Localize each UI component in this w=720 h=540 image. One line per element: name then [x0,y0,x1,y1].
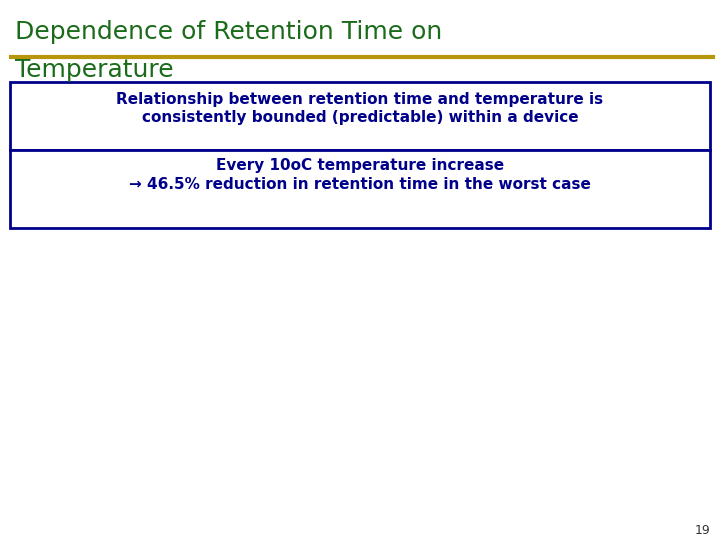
Text: Temperature: Temperature [15,58,174,82]
Text: Dependence of Retention Time on: Dependence of Retention Time on [15,20,442,44]
Text: consistently bounded (predictable) within a device: consistently bounded (predictable) withi… [142,110,578,125]
Text: → 46.5% reduction in retention time in the worst case: → 46.5% reduction in retention time in t… [129,177,591,192]
Text: Relationship between retention time and temperature is: Relationship between retention time and … [117,92,603,107]
Bar [10,150,710,228]
Text: Every 10oC temperature increase: Every 10oC temperature increase [216,158,504,173]
Bar [10,82,710,150]
Text: 19: 19 [694,524,710,537]
